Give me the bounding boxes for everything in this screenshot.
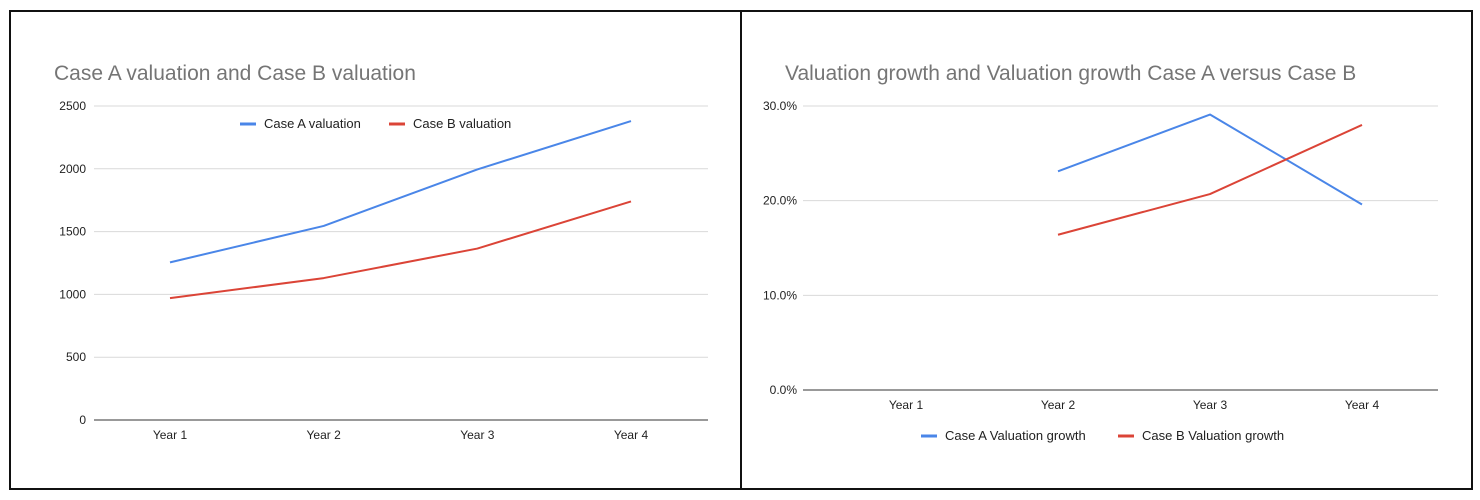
legend-label: Case A Valuation growth	[945, 428, 1086, 443]
legend-item-case-a[interactable]: Case A Valuation growth	[921, 428, 1086, 443]
series-lines	[1057, 113, 1363, 236]
legend-label: Case A valuation	[264, 116, 361, 131]
chart-panel-left: Case A valuation and Case B valuation 0 5…	[9, 10, 742, 490]
chart-title: Valuation growth and Valuation growth Ca…	[785, 62, 1356, 85]
x-tick-label: Year 4	[1345, 398, 1380, 412]
y-tick-label: 10.0%	[763, 288, 797, 302]
y-tick-label: 0.0%	[770, 383, 798, 397]
legend-label: Case B Valuation growth	[1142, 428, 1284, 443]
y-axis-ticks: 0 500 1000 1500 2000 2500	[59, 99, 86, 427]
y-tick-label: 2000	[59, 162, 86, 176]
y-axis-ticks: 0.0% 10.0% 20.0% 30.0%	[763, 99, 797, 397]
y-tick-label: 20.0%	[763, 194, 797, 208]
chart-panel-right: Valuation growth and Valuation growth Ca…	[740, 10, 1473, 490]
x-tick-label: Year 2	[1041, 398, 1076, 412]
y-tick-label: 30.0%	[763, 99, 797, 113]
valuation-growth-line-chart: Valuation growth and Valuation growth Ca…	[763, 62, 1438, 443]
y-tick-label: 1500	[59, 225, 86, 239]
chart-title: Case A valuation and Case B valuation	[54, 62, 416, 85]
x-axis-ticks: Year 1 Year 2 Year 3 Year 4	[153, 428, 649, 442]
x-tick-label: Year 4	[614, 428, 649, 442]
x-axis-ticks: Year 1 Year 2 Year 3 Year 4	[889, 398, 1380, 412]
valuation-line-chart: Case A valuation and Case B valuation 0 5…	[54, 62, 708, 442]
series-line-case-b	[169, 200, 632, 300]
x-tick-label: Year 2	[307, 428, 342, 442]
series-line-case-b	[1057, 124, 1363, 236]
legend-label: Case B valuation	[413, 116, 511, 131]
y-tick-label: 1000	[59, 287, 86, 301]
x-tick-label: Year 3	[1193, 398, 1228, 412]
series-lines	[169, 120, 632, 300]
legend: Case A valuation Case B valuation	[240, 116, 511, 131]
y-tick-label: 2500	[59, 99, 86, 113]
x-tick-label: Year 1	[889, 398, 924, 412]
legend-item-case-a[interactable]: Case A valuation	[240, 116, 361, 131]
legend-item-case-b[interactable]: Case B Valuation growth	[1118, 428, 1284, 443]
x-tick-label: Year 1	[153, 428, 188, 442]
series-line-case-a	[1057, 113, 1363, 206]
y-tick-label: 0	[79, 413, 86, 427]
y-tick-label: 500	[66, 350, 86, 364]
grid-lines	[803, 105, 1438, 391]
legend: Case A Valuation growth Case B Valuation…	[921, 428, 1284, 443]
x-tick-label: Year 3	[460, 428, 495, 442]
legend-item-case-b[interactable]: Case B valuation	[389, 116, 511, 131]
series-line-case-a	[169, 120, 632, 264]
